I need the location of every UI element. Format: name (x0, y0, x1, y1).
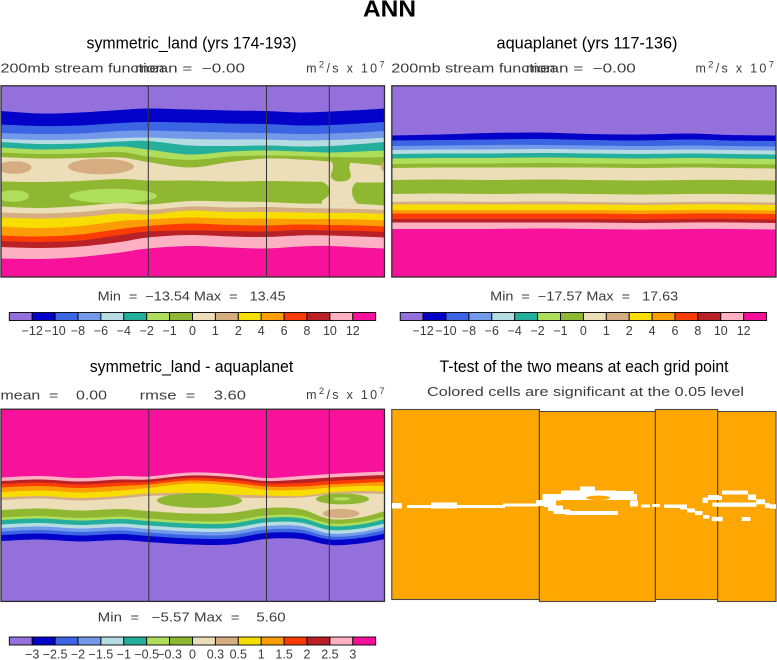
svg-text:−1.5: −1.5 (89, 648, 114, 660)
svg-text:m2/s x 107: m2/s x 107 (306, 386, 387, 402)
svg-text:−2: −2 (140, 324, 154, 338)
svg-text:−0.3: −0.3 (157, 648, 182, 660)
svg-text:Min = −17.57 Max = 17.63: Min = −17.57 Max = 17.63 (490, 290, 678, 304)
svg-text:3: 3 (349, 648, 356, 660)
svg-text:m2/s x 107: m2/s x 107 (695, 59, 776, 75)
svg-text:−3: −3 (25, 648, 39, 660)
svg-text:4: 4 (649, 324, 656, 338)
svg-text:1: 1 (258, 648, 265, 660)
svg-text:−6: −6 (94, 324, 108, 338)
svg-text:0.3: 0.3 (207, 648, 224, 660)
svg-text:Min = −13.54 Max = 13.45: Min = −13.54 Max = 13.45 (98, 290, 286, 304)
svg-text:−2.5: −2.5 (43, 648, 68, 660)
svg-text:T-test of the two means at eac: T-test of the two means at each grid poi… (440, 358, 729, 376)
svg-text:1: 1 (212, 324, 219, 338)
svg-text:0: 0 (189, 648, 196, 660)
svg-text:1.5: 1.5 (275, 648, 292, 660)
svg-text:−2: −2 (71, 648, 85, 660)
svg-text:2: 2 (304, 648, 311, 660)
svg-text:2: 2 (626, 324, 633, 338)
svg-text:Colored cells are significant: Colored cells are significant at the 0.0… (427, 385, 744, 399)
svg-text:mean = 0.00: mean = 0.00 (1, 388, 107, 402)
svg-text:1: 1 (603, 324, 610, 338)
svg-text:−6: −6 (485, 324, 499, 338)
svg-text:12: 12 (346, 324, 360, 338)
svg-text:ANN: ANN (363, 0, 416, 22)
svg-text:−8: −8 (71, 324, 85, 338)
svg-text:−1: −1 (553, 324, 567, 338)
svg-text:aquaplanet (yrs 117-136): aquaplanet (yrs 117-136) (497, 34, 678, 52)
svg-text:10: 10 (714, 324, 728, 338)
svg-text:200mb stream function: 200mb stream function (391, 62, 555, 76)
svg-text:−12: −12 (412, 324, 433, 338)
svg-text:8: 8 (304, 324, 311, 338)
svg-text:8: 8 (694, 324, 701, 338)
svg-text:m2/s x 107: m2/s x 107 (306, 59, 387, 75)
svg-text:0.5: 0.5 (230, 648, 247, 660)
svg-text:−1: −1 (117, 648, 131, 660)
svg-text:symmetric_land (yrs 174-193): symmetric_land (yrs 174-193) (87, 34, 297, 52)
svg-text:−10: −10 (435, 324, 456, 338)
svg-text:−8: −8 (462, 324, 476, 338)
svg-text:Min = −5.57 Max = 5.60: Min = −5.57 Max = 5.60 (98, 611, 286, 625)
svg-text:2.5: 2.5 (321, 648, 338, 660)
svg-text:−0.5: −0.5 (134, 648, 159, 660)
svg-text:symmetric_land - aquaplanet: symmetric_land - aquaplanet (90, 358, 294, 376)
svg-text:−1: −1 (162, 324, 176, 338)
svg-text:rmse = 3.60: rmse = 3.60 (140, 388, 246, 402)
svg-text:−4: −4 (508, 324, 522, 338)
svg-text:10: 10 (323, 324, 337, 338)
svg-text:6: 6 (672, 324, 679, 338)
svg-text:2: 2 (235, 324, 242, 338)
svg-text:−4: −4 (117, 324, 131, 338)
svg-text:12: 12 (737, 324, 751, 338)
svg-text:200mb stream function: 200mb stream function (1, 62, 165, 76)
svg-text:−10: −10 (44, 324, 65, 338)
svg-text:6: 6 (281, 324, 288, 338)
svg-text:mean = −0.00: mean = −0.00 (526, 62, 636, 76)
svg-text:0: 0 (580, 324, 587, 338)
svg-text:4: 4 (258, 324, 265, 338)
svg-text:−12: −12 (22, 324, 43, 338)
svg-text:0: 0 (189, 324, 196, 338)
svg-text:−2: −2 (530, 324, 544, 338)
svg-text:mean = −0.00: mean = −0.00 (135, 62, 245, 76)
